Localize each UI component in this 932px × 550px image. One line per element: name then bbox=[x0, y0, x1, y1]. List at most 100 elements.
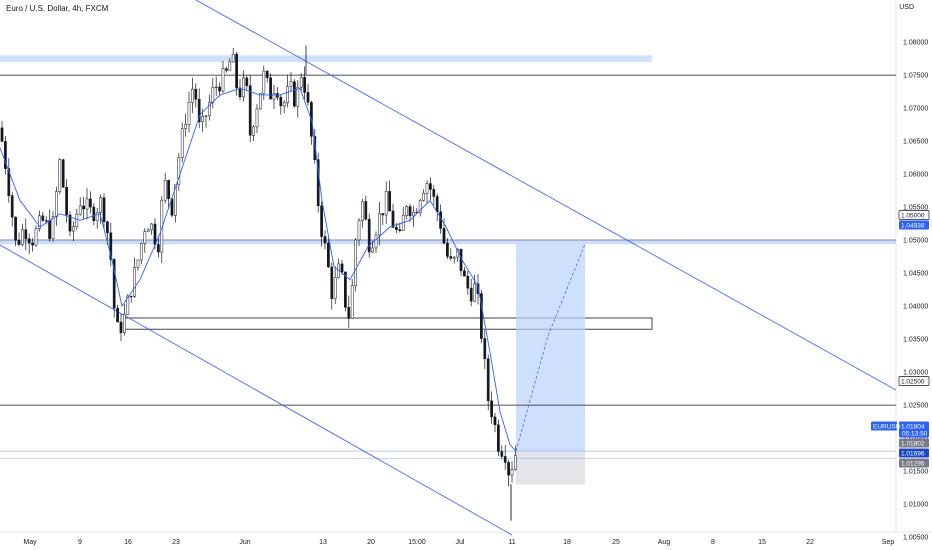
candle-body bbox=[398, 229, 402, 232]
candle-body bbox=[7, 168, 11, 196]
price-tag-label: 1.05000 bbox=[901, 212, 925, 219]
candle-body bbox=[259, 93, 262, 110]
price-tag bbox=[899, 458, 929, 468]
target-zone bbox=[516, 244, 585, 452]
candle-body bbox=[262, 70, 266, 94]
candle-body bbox=[493, 416, 497, 426]
candle-body bbox=[299, 77, 303, 88]
candle-body bbox=[422, 192, 425, 201]
candle-body bbox=[95, 212, 99, 222]
candle-body bbox=[231, 53, 235, 63]
price-tag bbox=[899, 220, 929, 230]
candle-body bbox=[140, 243, 143, 261]
price-tag-label: 1.04938 bbox=[901, 222, 925, 229]
y-tick-label: 1.08000 bbox=[903, 40, 928, 47]
candle-body bbox=[65, 186, 68, 216]
candle-body bbox=[191, 88, 194, 103]
candle-body bbox=[412, 211, 415, 217]
candle-body bbox=[265, 70, 269, 78]
candle-body bbox=[286, 86, 289, 104]
trendline-upper bbox=[195, 0, 897, 391]
candle-body bbox=[442, 228, 446, 244]
candle-body bbox=[347, 306, 351, 319]
candle-body bbox=[429, 183, 432, 190]
candle-body bbox=[503, 456, 507, 463]
y-tick-label: 1.02500 bbox=[903, 403, 928, 410]
candle-body bbox=[282, 102, 286, 107]
x-tick-label: 11 bbox=[508, 539, 515, 546]
candle-body bbox=[34, 228, 38, 246]
candle-body bbox=[235, 53, 238, 89]
candle-body bbox=[72, 226, 75, 232]
y-tick-label: 1.05000 bbox=[903, 238, 928, 245]
candle-body bbox=[473, 283, 476, 302]
x-tick-label: 18 bbox=[563, 539, 571, 546]
candle-body bbox=[418, 200, 422, 213]
candle-body bbox=[126, 295, 130, 315]
candle-body bbox=[187, 102, 191, 125]
price-tag-label: 1.01295 bbox=[901, 460, 925, 467]
candle-body bbox=[221, 68, 225, 92]
candle-body bbox=[320, 205, 323, 237]
x-tick-label: 25 bbox=[612, 539, 620, 546]
candle-body bbox=[116, 307, 119, 323]
candle-body bbox=[85, 198, 89, 210]
candle-body bbox=[44, 220, 48, 222]
price-tag bbox=[899, 421, 929, 438]
y-tick-label: 1.01500 bbox=[903, 469, 928, 476]
candle-body bbox=[31, 242, 34, 246]
candle-body bbox=[48, 220, 51, 239]
y-tick-label: 1.04000 bbox=[903, 304, 928, 311]
candle-body bbox=[133, 267, 136, 297]
candle-body bbox=[51, 216, 55, 239]
candle-body bbox=[327, 242, 330, 268]
y-tick-label: 1.07000 bbox=[903, 106, 928, 113]
candle-body bbox=[510, 469, 514, 476]
price-tag bbox=[898, 210, 930, 220]
x-tick-label: Jul bbox=[456, 539, 465, 546]
x-tick-label: 22 bbox=[806, 539, 814, 546]
x-tick-label: May bbox=[23, 539, 37, 546]
candle-body bbox=[75, 213, 79, 227]
candle-body bbox=[204, 115, 208, 117]
candle-body bbox=[14, 216, 17, 241]
candle-body bbox=[27, 238, 31, 244]
candle-body bbox=[384, 191, 388, 216]
candle-body bbox=[289, 81, 293, 87]
candle-body bbox=[153, 223, 157, 245]
x-tick-label: Jun bbox=[239, 539, 250, 546]
candle-body bbox=[174, 184, 177, 216]
candle-body bbox=[41, 215, 45, 221]
candle-body bbox=[466, 275, 470, 289]
candle-body bbox=[89, 198, 92, 208]
stop-zone bbox=[516, 451, 585, 485]
candle-body bbox=[367, 219, 371, 253]
projection-leg-2 bbox=[547, 243, 586, 336]
y-tick-label: 1.06500 bbox=[903, 139, 928, 146]
candle-body bbox=[21, 229, 24, 245]
candle-body bbox=[61, 159, 65, 188]
candle-body bbox=[374, 234, 378, 249]
price-tag bbox=[898, 376, 930, 386]
candle-body bbox=[435, 196, 439, 213]
candle-body bbox=[490, 400, 493, 418]
candle-body bbox=[242, 77, 245, 98]
candle-body bbox=[129, 295, 133, 298]
candle-body bbox=[354, 239, 357, 286]
candle-body bbox=[106, 221, 109, 234]
x-tick-label: Aug bbox=[658, 539, 671, 546]
candle-body bbox=[177, 157, 181, 186]
candle-body bbox=[371, 247, 374, 253]
candle-body bbox=[211, 87, 215, 103]
candle-body bbox=[201, 115, 204, 123]
candle-body bbox=[99, 197, 102, 213]
candle-body bbox=[486, 358, 490, 402]
x-tick-label: 23 bbox=[172, 539, 180, 546]
price-tag-label: 1.01802 bbox=[901, 440, 925, 447]
symbol-tag bbox=[871, 421, 897, 431]
trendline-lower bbox=[0, 244, 513, 536]
candle-body bbox=[143, 231, 147, 244]
price-tag bbox=[899, 438, 929, 448]
candle-body bbox=[446, 242, 449, 257]
